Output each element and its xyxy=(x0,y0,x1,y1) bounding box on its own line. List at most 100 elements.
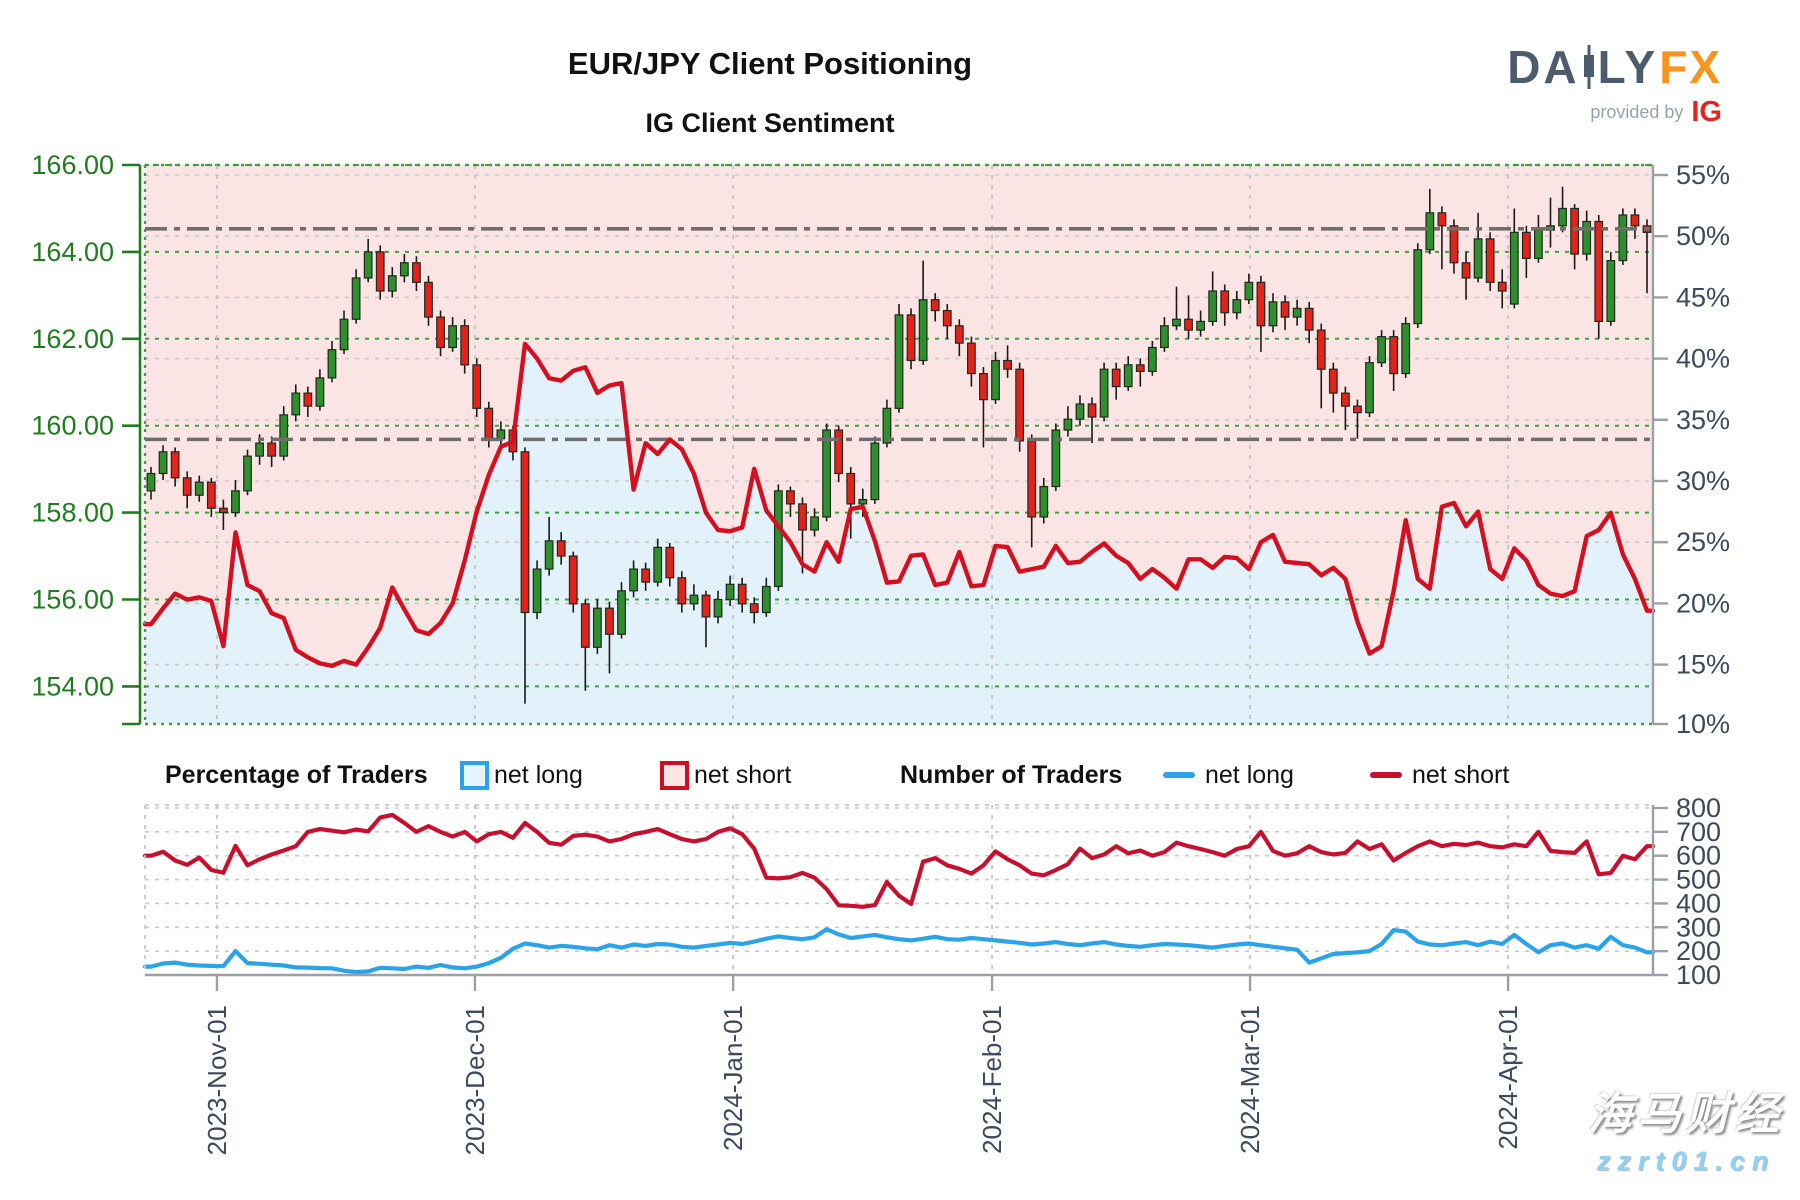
logo-text-da: DA xyxy=(1507,41,1580,93)
traders-chart xyxy=(142,807,1656,975)
candle-down xyxy=(749,603,759,614)
candle-down xyxy=(1449,225,1459,264)
candle-down xyxy=(1087,403,1097,418)
candle-down xyxy=(846,472,856,505)
candle-up xyxy=(327,349,337,379)
candle-up xyxy=(1268,301,1278,327)
candle-up xyxy=(918,299,928,362)
legend-pct-net-long: net long xyxy=(494,760,583,789)
candle-up xyxy=(448,325,458,349)
candle-up xyxy=(496,429,506,440)
candle-up xyxy=(1208,290,1218,323)
candle-down xyxy=(218,507,228,514)
candle-up xyxy=(243,455,252,492)
candle-up xyxy=(894,314,904,409)
price-tick-label: 162.00 xyxy=(31,324,114,354)
candle-up xyxy=(255,442,264,457)
watermark-brand: 海马财经 xyxy=(1588,1090,1784,1139)
candle-up xyxy=(1534,229,1543,260)
net-short-line-icon xyxy=(1370,772,1402,778)
candle-down xyxy=(906,314,916,362)
traders-net-short-line xyxy=(142,812,1656,909)
candle-up xyxy=(629,568,638,592)
candle-up xyxy=(1196,320,1206,331)
traders-tick-label: 100 xyxy=(1676,960,1721,990)
candle-up xyxy=(532,568,542,614)
candle-down xyxy=(267,442,277,457)
candle-down xyxy=(1316,329,1326,370)
traders-tick-label: 300 xyxy=(1676,912,1721,942)
candle-up xyxy=(858,498,868,505)
candle-down xyxy=(1340,392,1350,407)
candle-up xyxy=(1147,346,1157,372)
candle-down xyxy=(1437,212,1447,227)
candle-up xyxy=(1365,362,1374,414)
month-label: 2024-Mar-01 xyxy=(1235,1005,1265,1154)
pct-tick-label: 55% xyxy=(1676,160,1730,190)
candle-up xyxy=(1123,364,1133,388)
candle-up xyxy=(1039,485,1049,518)
candle-up xyxy=(351,277,361,320)
candle-down xyxy=(1485,238,1495,283)
candle-up xyxy=(725,583,735,601)
month-label: 2023-Dec-01 xyxy=(460,1005,490,1155)
candles-group xyxy=(146,186,1652,704)
sentiment-line-group xyxy=(142,341,1656,668)
logo-tagline: provided by xyxy=(1590,102,1684,122)
pct-tick-label: 45% xyxy=(1676,282,1730,312)
candle-down xyxy=(568,555,578,605)
candle-down xyxy=(1003,359,1012,370)
candle-down xyxy=(1027,440,1037,518)
candle-up xyxy=(387,275,397,292)
candle-down xyxy=(1630,214,1640,227)
legend-swatch-count-net-long xyxy=(1163,752,1195,798)
candle-up xyxy=(1232,299,1242,314)
candle-down xyxy=(1015,368,1025,442)
price-tick-label: 158.00 xyxy=(31,498,114,528)
candle-up xyxy=(1160,325,1169,349)
candle-up xyxy=(1413,249,1423,325)
candle-down xyxy=(1497,281,1507,292)
traders-tick-label: 400 xyxy=(1676,888,1721,918)
month-label: 2024-Feb-01 xyxy=(977,1005,1007,1154)
price-tick-label: 156.00 xyxy=(31,585,114,615)
traders-tick-label: 600 xyxy=(1676,841,1721,871)
candle-up xyxy=(339,318,349,351)
candle-down xyxy=(942,309,952,327)
candle-down xyxy=(1256,281,1266,327)
candle-down xyxy=(436,316,445,349)
legend-group-percentage: Percentage of Traders xyxy=(165,760,428,789)
pct-tick-label: 15% xyxy=(1676,650,1730,680)
candle-up xyxy=(1099,368,1109,418)
candle-down xyxy=(1570,207,1580,255)
legend-swatch-pct-net-short xyxy=(660,752,689,798)
candle-up xyxy=(653,546,663,583)
candle-down xyxy=(1389,336,1399,375)
candle-down xyxy=(1328,368,1338,394)
candle-down xyxy=(798,503,807,531)
candle-down xyxy=(979,372,988,401)
dailyfx-logo: DA LY FX provided by IG xyxy=(1507,40,1722,129)
candle-down xyxy=(303,392,313,407)
candle-down xyxy=(375,251,385,292)
traders-net-long-line xyxy=(142,927,1656,975)
candle-up xyxy=(315,377,325,407)
month-label: 2023-Nov-01 xyxy=(202,1005,232,1155)
pct-tick-label: 50% xyxy=(1676,221,1730,251)
pct-tick-label: 20% xyxy=(1676,588,1730,618)
candle-up xyxy=(1509,231,1519,305)
candle-up xyxy=(146,472,156,492)
candle-down xyxy=(580,603,590,648)
candle-up xyxy=(1377,336,1386,364)
candle-up xyxy=(279,414,289,457)
candle-down xyxy=(665,546,675,579)
candle-down xyxy=(701,594,711,618)
legend-swatch-pct-net-long xyxy=(460,752,489,798)
traders-tick-label: 200 xyxy=(1676,936,1721,966)
candle-down xyxy=(966,342,976,375)
candle-up xyxy=(822,429,832,518)
candle-down xyxy=(786,490,795,505)
candle-up xyxy=(194,481,204,496)
candle-up xyxy=(1582,220,1592,255)
